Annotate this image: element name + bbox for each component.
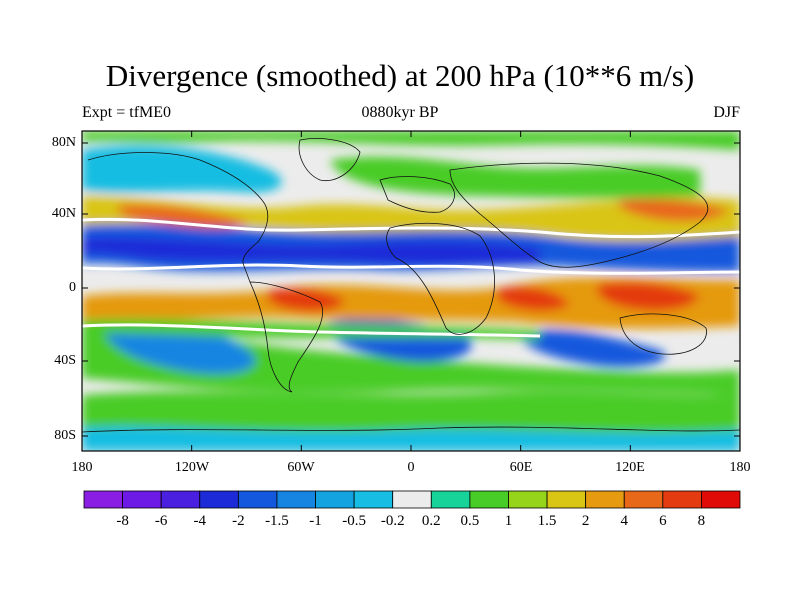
map-title: Divergence (smoothed) at 200 hPa (10**6 … — [105, 58, 695, 93]
x-tick-label: 120W — [174, 460, 210, 475]
x-tick-label: 180 — [729, 460, 751, 475]
y-tick-label: 80S — [54, 428, 76, 443]
coastlines — [82, 138, 740, 433]
axis-ticks — [81, 131, 741, 451]
band-tropical-red-3 — [596, 281, 700, 311]
zero-line-midlat — [82, 217, 740, 239]
band-arctic-green — [82, 131, 740, 150]
colorbar-swatch — [508, 490, 548, 509]
y-tick-label: 80N — [51, 135, 76, 150]
colorbar — [83, 490, 741, 509]
europe-coast — [379, 176, 455, 213]
band-south-midlat-green — [82, 329, 740, 395]
colorbar-swatch — [585, 490, 625, 509]
colorbar-label: -6 — [154, 513, 168, 529]
australia-coast — [619, 313, 707, 355]
x-tick-label: 60W — [287, 460, 315, 475]
zero-line-north — [82, 263, 740, 275]
colorbar-label: -0.5 — [342, 513, 366, 529]
band-tropical-red-2 — [496, 286, 570, 311]
y-tick-label: 40N — [51, 206, 76, 221]
subtitle-experiment: Expt = tfME0 — [82, 104, 172, 121]
colorbar-label: 2 — [581, 513, 590, 529]
y-tick-label: 40S — [54, 353, 76, 368]
colorbar-swatch — [430, 490, 471, 509]
colorbar-swatch — [276, 490, 316, 509]
africa-coast — [386, 222, 495, 335]
asia-coast — [449, 162, 709, 268]
south-america-coast — [249, 281, 324, 393]
band-antarctic-cyan — [82, 426, 740, 451]
subtitle-period: 0880kyr BP — [361, 104, 439, 121]
colorbar-label: -2 — [232, 513, 245, 529]
colorbar-label: 8 — [697, 513, 706, 529]
colorbar-label: 0.2 — [421, 513, 441, 529]
band-south-blue-3 — [520, 329, 666, 368]
colorbar-swatch — [237, 490, 278, 509]
colorbar-swatch — [392, 490, 432, 509]
x-tick-label: 120E — [615, 460, 645, 475]
colorbar-swatch — [199, 490, 239, 509]
colorbar-swatch — [83, 490, 123, 509]
greenland-coast — [298, 138, 361, 182]
x-tick-label: 0 — [407, 460, 415, 475]
colorbar-swatch — [160, 490, 201, 509]
colorbar-label: 0.5 — [460, 513, 480, 529]
north-america-coast — [87, 152, 269, 283]
zero-line-south — [82, 323, 541, 338]
colorbar-swatch — [315, 490, 355, 509]
band-north-midlat-orange-2 — [618, 198, 730, 222]
antarctica-coast — [82, 426, 740, 433]
band-tropical-red-1 — [266, 287, 345, 312]
x-tick-label: 180 — [71, 460, 93, 475]
band-tropical-positive — [82, 277, 740, 329]
colorbar-label: 1.5 — [537, 513, 557, 529]
colorbar-swatch — [469, 490, 509, 509]
band-north-high-green — [330, 156, 700, 199]
colorbar-swatch — [623, 490, 664, 509]
band-north-midlat-positive — [82, 196, 740, 241]
colorbar-label: 6 — [659, 513, 667, 529]
band-north-midlat-orange — [117, 204, 250, 229]
colorbar-swatch — [122, 490, 162, 509]
colorbar-label: 1 — [504, 513, 513, 529]
divergence-field — [82, 131, 740, 451]
colorbar-label: -1 — [309, 513, 322, 529]
band-subtropical-deep-blue — [82, 237, 540, 265]
colorbar-label: 4 — [620, 513, 628, 529]
colorbar-swatch — [701, 490, 741, 509]
subtitle-season: DJF — [713, 104, 740, 121]
colorbar-label: -4 — [193, 513, 207, 529]
colorbar-label: -1.5 — [265, 513, 289, 529]
colorbar-swatch — [546, 490, 587, 509]
colorbar-label: -0.2 — [380, 513, 405, 529]
x-tick-label: 60E — [509, 460, 533, 475]
colorbar-swatch — [662, 490, 702, 509]
band-north-high-cyan — [82, 145, 282, 193]
y-tick-label: 0 — [69, 280, 76, 295]
colorbar-label: -8 — [116, 513, 129, 529]
colorbar-swatch — [353, 490, 394, 509]
